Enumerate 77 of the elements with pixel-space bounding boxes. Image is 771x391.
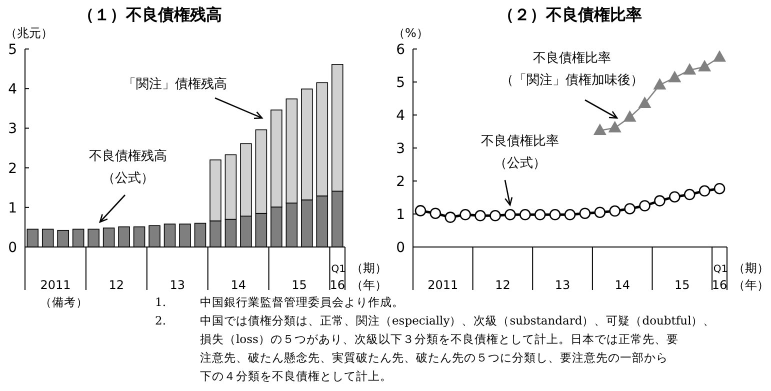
text: 2011 xyxy=(428,278,458,292)
x-axis-title: （期） xyxy=(733,261,769,275)
point xyxy=(608,120,622,132)
point xyxy=(684,188,696,200)
text: 14 xyxy=(614,278,630,292)
y-tick-label: 0 xyxy=(8,240,17,256)
y-tick-label: 3 xyxy=(8,121,17,138)
text: 不良債権比率（公式） xyxy=(481,133,559,171)
point xyxy=(444,212,456,223)
text: 「関注」債権残高 xyxy=(123,76,227,92)
y-axis-title: （兆元） xyxy=(5,26,53,40)
text: （年） xyxy=(733,278,769,292)
point xyxy=(638,96,652,108)
point xyxy=(594,206,606,218)
series-label: 不良債権比率（「関注」債権加味後） xyxy=(500,50,644,88)
y-tick-label: 4 xyxy=(8,82,18,98)
point xyxy=(653,78,666,90)
text: 1. xyxy=(155,295,166,309)
y-tick-label: 5 xyxy=(396,75,405,91)
text: 13 xyxy=(170,278,186,292)
text: 損失（loss）の５つがあり、次級以下３分類を不良債権として計上。日本では正常先、要 xyxy=(200,332,678,346)
y-tick-label: 3 xyxy=(396,141,405,157)
point xyxy=(624,203,636,214)
point xyxy=(698,60,712,72)
text: 2011 xyxy=(40,278,71,292)
point xyxy=(579,208,591,219)
text: 下の４分類を不良債権として計上。 xyxy=(200,369,392,383)
point xyxy=(519,209,531,220)
y-tick-label: 5 xyxy=(8,42,17,58)
point xyxy=(623,110,636,122)
y-tick-label: 0 xyxy=(396,240,405,256)
point xyxy=(460,209,471,220)
text: （備考） xyxy=(40,295,88,309)
y-tick-label: 1 xyxy=(396,207,405,223)
y-tick-label: 2 xyxy=(8,160,17,177)
point xyxy=(639,200,650,212)
text: 2. xyxy=(155,314,166,328)
y-tick-label: 6 xyxy=(396,42,406,58)
x-tick-label: Q1 xyxy=(331,264,346,275)
point xyxy=(534,209,546,220)
point xyxy=(549,209,561,220)
text: 不良債権残高（公式） xyxy=(89,148,167,186)
text: 注意先、破たん懸念先、実質破たん先、破たん先の５つに分類し、要注意先の一部から xyxy=(200,350,668,364)
point xyxy=(714,182,726,194)
text: 12 xyxy=(108,278,124,292)
point xyxy=(564,209,576,220)
text: 中国では債権分類は、正常、関注（especially）、次級（substandard）、可疑（doubtful）、 xyxy=(200,314,716,328)
y-tick-label: 1 xyxy=(8,200,17,216)
text: 15 xyxy=(292,278,307,292)
point xyxy=(654,195,666,206)
x-tick-label: Q1 xyxy=(713,264,728,275)
point xyxy=(414,205,426,216)
point xyxy=(593,124,606,136)
text: 14 xyxy=(230,278,246,292)
point xyxy=(668,70,682,82)
point xyxy=(490,210,501,222)
y-tick-label: 4 xyxy=(396,108,406,124)
text: 16 xyxy=(712,278,728,292)
x-axis-title: （期） xyxy=(351,261,387,275)
text: 16 xyxy=(330,278,346,292)
text: 13 xyxy=(554,278,570,292)
point xyxy=(683,63,696,75)
point xyxy=(430,208,442,219)
y-tick-label: 2 xyxy=(396,174,405,190)
point xyxy=(609,205,621,217)
y-axis-title: （%） xyxy=(393,26,428,40)
text: 15 xyxy=(674,278,690,292)
text: 中国銀行業監督管理委員会より作成。 xyxy=(200,295,404,309)
text: 12 xyxy=(495,278,510,292)
point xyxy=(474,210,486,222)
point xyxy=(669,191,680,202)
chart-title: （１）不良債権残高 xyxy=(78,5,222,24)
text: （年） xyxy=(351,278,387,292)
chart-title: （２）不良債権比率 xyxy=(498,5,642,24)
point xyxy=(504,209,516,220)
point xyxy=(713,50,726,62)
point xyxy=(698,185,710,197)
